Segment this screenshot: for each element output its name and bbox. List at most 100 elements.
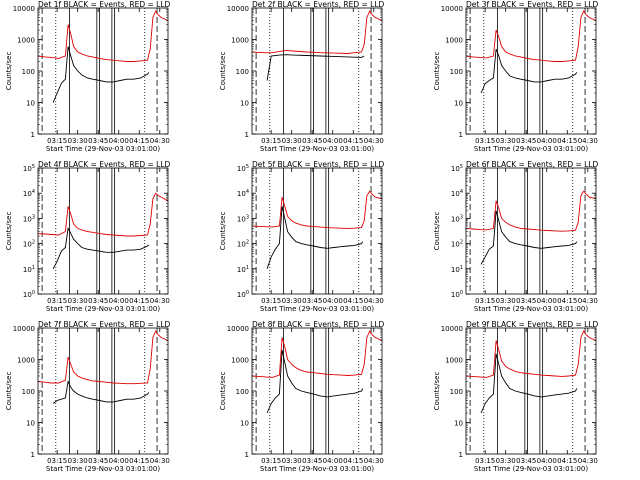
x-tick-label: 04:15 — [343, 297, 363, 305]
y-tick-label: 105 — [451, 164, 463, 173]
y-tick-label: 101 — [451, 265, 463, 274]
y-tick-label: 1000 — [445, 357, 463, 365]
y-tick-label: 100 — [450, 388, 463, 396]
x-tick-label: 03:45 — [516, 457, 536, 465]
series-events — [266, 206, 364, 269]
y-tick-label: 1000 — [231, 357, 249, 365]
series-lld — [251, 10, 383, 54]
series-events — [266, 349, 364, 414]
x-axis-label: Start Time (29-Nov-03 03:01:00) — [474, 465, 588, 473]
x-tick-label: 04:15 — [343, 137, 363, 145]
x-tick-label: 04:30 — [364, 297, 384, 305]
y-tick-label: 100 — [236, 388, 249, 396]
x-tick-label: 04:15 — [129, 297, 149, 305]
detector-panel-9: Det 9f BLACK = Events, RED = LLD 1 10 100 10… — [433, 320, 599, 473]
x-axis-label: Start Time (29-Nov-03 03:01:00) — [46, 465, 160, 473]
x-tick-label: 04:15 — [129, 457, 149, 465]
detector-panel-1: Det 1f BLACK = Events, RED = LLD 1 10 100 10… — [5, 0, 171, 153]
x-axis-label: Start Time (29-Nov-03 03:01:00) — [260, 145, 374, 153]
x-tick-label: 04:00 — [323, 297, 343, 305]
x-tick-label: 04:00 — [109, 297, 129, 305]
panel-title: Det 1f BLACK = Events, RED = LLD — [38, 0, 171, 9]
detector-panel-4: Det 4f BLACK = Events, RED = LLD 100 101 10… — [5, 160, 171, 313]
x-tick-label: 04:30 — [150, 457, 170, 465]
y-tick-label: 104 — [451, 189, 463, 198]
y-tick-label: 10000 — [13, 325, 35, 333]
y-axis-label: Counts/sec — [433, 52, 441, 91]
y-axis-label: Counts/sec — [433, 212, 441, 251]
series-lld — [465, 10, 597, 62]
y-tick-label: 10 — [454, 420, 463, 428]
x-tick-label: 03:15 — [475, 457, 495, 465]
x-axis-label: Start Time (29-Nov-03 03:01:00) — [260, 465, 374, 473]
series-events — [266, 54, 365, 81]
y-tick-label: 1000 — [445, 37, 463, 45]
y-tick-label: 1000 — [17, 357, 35, 365]
x-tick-label: 04:15 — [343, 457, 363, 465]
y-tick-label: 10 — [454, 100, 463, 108]
y-tick-label: 103 — [237, 214, 249, 223]
series-events — [52, 46, 150, 103]
x-tick-label: 04:15 — [129, 137, 149, 145]
y-axis-label: Counts/sec — [5, 372, 13, 411]
panel-title: Det 2f BLACK = Events, RED = LLD — [252, 0, 385, 9]
y-tick-label: 100 — [23, 290, 35, 299]
y-tick-label: 100 — [450, 68, 463, 76]
x-tick-label: 04:00 — [109, 457, 129, 465]
y-tick-label: 10 — [26, 420, 35, 428]
y-tick-label: 104 — [237, 189, 249, 198]
plot-frame — [465, 327, 597, 455]
y-tick-label: 1000 — [17, 37, 35, 45]
x-tick-label: 03:15 — [47, 457, 67, 465]
y-tick-label: 10 — [26, 100, 35, 108]
y-axis-label: Counts/sec — [5, 52, 13, 91]
y-tick-label: 100 — [451, 290, 463, 299]
y-tick-label: 102 — [23, 240, 35, 249]
panel-title: Det 9f BLACK = Events, RED = LLD — [466, 320, 599, 329]
y-tick-label: 1 — [31, 451, 35, 459]
x-tick-label: 04:00 — [537, 457, 557, 465]
y-tick-label: 100 — [236, 68, 249, 76]
y-tick-label: 105 — [23, 164, 35, 173]
x-tick-label: 04:15 — [557, 137, 577, 145]
x-axis-label: Start Time (29-Nov-03 03:01:00) — [474, 145, 588, 153]
x-tick-label: 03:15 — [47, 297, 67, 305]
x-tick-label: 03:30 — [68, 457, 88, 465]
panel-title: Det 6f BLACK = Events, RED = LLD — [466, 160, 599, 169]
series-events — [52, 226, 150, 270]
x-tick-label: 03:30 — [496, 297, 516, 305]
y-tick-label: 100 — [22, 68, 35, 76]
x-tick-label: 03:30 — [282, 457, 302, 465]
x-tick-label: 03:45 — [516, 297, 536, 305]
x-tick-label: 03:30 — [68, 137, 88, 145]
series-lld — [465, 330, 597, 378]
x-tick-label: 03:30 — [282, 297, 302, 305]
x-axis-label: Start Time (29-Nov-03 03:01:00) — [46, 305, 160, 313]
y-tick-label: 102 — [451, 240, 463, 249]
y-tick-label: 10000 — [13, 5, 35, 13]
x-tick-label: 03:30 — [496, 457, 516, 465]
x-tick-label: 03:45 — [88, 457, 108, 465]
detector-panel-7: Det 7f BLACK = Events, RED = LLD 1 10 100 10… — [5, 320, 171, 473]
x-tick-label: 04:30 — [364, 137, 384, 145]
x-tick-label: 04:30 — [578, 137, 598, 145]
x-tick-label: 03:15 — [47, 137, 67, 145]
series-lld — [251, 190, 383, 229]
x-tick-label: 04:30 — [150, 137, 170, 145]
plot-frame — [465, 7, 597, 135]
y-tick-label: 101 — [237, 265, 249, 274]
x-tick-label: 03:45 — [88, 297, 108, 305]
x-tick-label: 04:00 — [537, 137, 557, 145]
panel-title: Det 8f BLACK = Events, RED = LLD — [252, 320, 385, 329]
y-tick-label: 100 — [22, 388, 35, 396]
series-lld — [251, 330, 383, 378]
series-events — [480, 353, 578, 414]
x-tick-label: 03:30 — [496, 137, 516, 145]
x-tick-label: 03:15 — [475, 137, 495, 145]
y-tick-label: 1 — [459, 451, 463, 459]
detector-panel-6: Det 6f BLACK = Events, RED = LLD 100 101 10… — [433, 160, 599, 313]
x-axis-label: Start Time (29-Nov-03 03:01:00) — [260, 305, 374, 313]
y-axis-label: Counts/sec — [219, 212, 227, 251]
y-tick-label: 1000 — [231, 37, 249, 45]
